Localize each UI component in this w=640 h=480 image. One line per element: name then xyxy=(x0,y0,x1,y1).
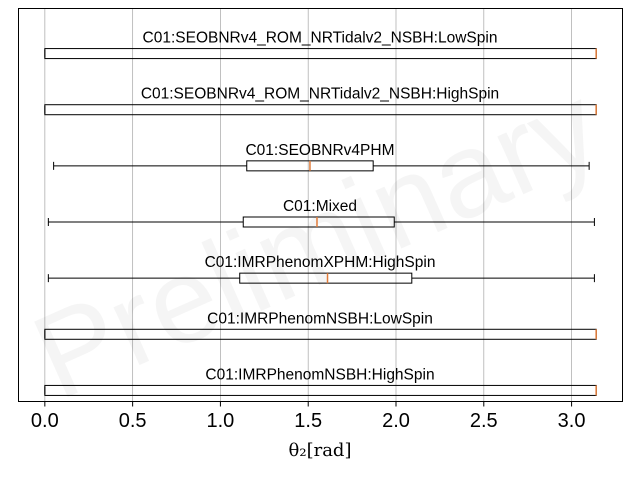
box-label-4: C01:IMRPhenomXPHM:HighSpin xyxy=(205,254,436,271)
box-1: C01:SEOBNRv4_ROM_NRTidalv2_NSBH:HighSpin xyxy=(44,86,597,116)
box-3: C01:Mixed xyxy=(47,198,595,228)
x-tick-label-6: 3.0 xyxy=(558,410,586,432)
box-label-2: C01:SEOBNRv4PHM xyxy=(245,142,394,159)
x-axis-ticks: 0.0 0.5 1.0 1.5 2.0 2.5 3.0 xyxy=(31,401,586,432)
x-tick-label-1: 0.5 xyxy=(119,410,147,432)
plot-frame xyxy=(18,8,623,402)
x-tick-label-0: 0.0 xyxy=(31,410,59,432)
box-4: C01:IMRPhenomXPHM:HighSpin xyxy=(47,254,595,284)
box-2: C01:SEOBNRv4PHM xyxy=(53,142,590,172)
grid-lines xyxy=(44,8,572,402)
box-label-0: C01:SEOBNRv4_ROM_NRTidalv2_NSBH:LowSpin xyxy=(143,30,498,47)
box-6: C01:IMRPhenomNSBH:HighSpin xyxy=(44,366,597,396)
box-rect-3 xyxy=(242,216,395,228)
box-label-5: C01:IMRPhenomNSBH:LowSpin xyxy=(207,310,433,327)
box-label-3: C01:Mixed xyxy=(283,198,357,215)
box-rect-4 xyxy=(239,272,413,284)
x-tick-label-3: 1.5 xyxy=(294,410,322,432)
box-label-6: C01:IMRPhenomNSBH:HighSpin xyxy=(205,366,434,383)
box-label-1: C01:SEOBNRv4_ROM_NRTidalv2_NSBH:HighSpin xyxy=(141,86,499,103)
box-0: C01:SEOBNRv4_ROM_NRTidalv2_NSBH:LowSpin xyxy=(44,30,597,60)
x-axis-label: θ₂[rad] xyxy=(289,440,352,461)
x-tick-label-4: 2.0 xyxy=(382,410,410,432)
x-tick-label-2: 1.0 xyxy=(207,410,235,432)
x-tick-label-5: 2.5 xyxy=(470,410,498,432)
box-plots: C01:SEOBNRv4_ROM_NRTidalv2_NSBH:LowSpin C… xyxy=(44,30,597,396)
box-5: C01:IMRPhenomNSBH:LowSpin xyxy=(44,310,597,340)
